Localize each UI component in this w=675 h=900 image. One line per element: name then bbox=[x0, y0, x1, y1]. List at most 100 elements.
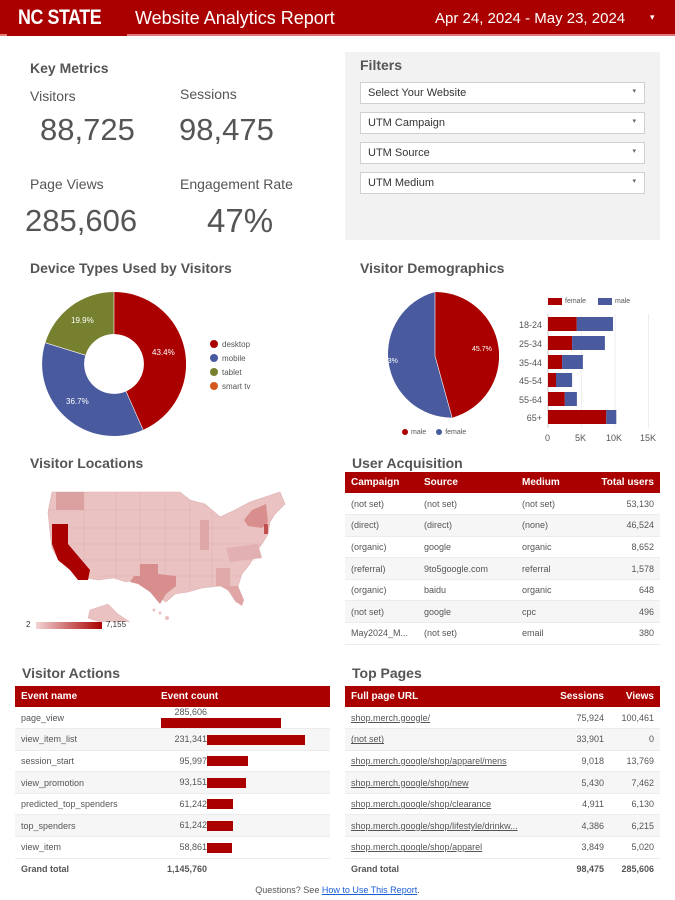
state-georgia[interactable] bbox=[216, 568, 230, 586]
col-campaign[interactable]: Campaign bbox=[345, 472, 418, 493]
page-url-link[interactable]: (not set) bbox=[351, 734, 385, 745]
col-source[interactable]: Source bbox=[418, 472, 516, 493]
gender-pie-chart[interactable] bbox=[371, 292, 499, 420]
table-row[interactable]: (referral) 9to5google.com referral 1,578 bbox=[345, 557, 660, 580]
x-tick: 5K bbox=[575, 433, 587, 443]
user-acquisition-title: User Acquisition bbox=[352, 455, 463, 471]
page-url-link[interactable]: shop.merch.google/shop/lifestyle/drinkw.… bbox=[351, 820, 518, 831]
date-range-picker[interactable]: Apr 24, 2024 - May 23, 2024 bbox=[435, 10, 626, 27]
nc-state-logo[interactable]: NC STATE bbox=[18, 6, 102, 29]
col-total-users[interactable]: Total users bbox=[586, 472, 660, 493]
page-url-link[interactable]: shop.merch.google/shop/apparel bbox=[351, 842, 483, 853]
state-virginia[interactable] bbox=[226, 544, 262, 562]
legend-female[interactable]: female bbox=[548, 294, 586, 308]
table-row[interactable]: view_item 58,861 bbox=[15, 836, 330, 859]
visitors-value: 88,725 bbox=[40, 112, 135, 147]
table-row[interactable]: page_view 285,606 bbox=[15, 707, 330, 730]
utm-medium-filter-dropdown[interactable]: UTM Medium ▾ bbox=[360, 172, 645, 194]
table-row[interactable]: view_item_list 231,341 bbox=[15, 728, 330, 751]
table-row[interactable]: top_spenders 61,242 bbox=[15, 814, 330, 838]
table-row[interactable]: shop.merch.google/shop/apparel 3,849 5,020 bbox=[345, 836, 660, 859]
event-count-bar bbox=[207, 799, 233, 810]
col-medium[interactable]: Medium bbox=[516, 472, 586, 493]
col-full-page-url[interactable]: Full page URL bbox=[345, 686, 552, 707]
tablet-slice[interactable] bbox=[45, 292, 114, 356]
legend-female[interactable]: female bbox=[436, 425, 466, 439]
table-row[interactable]: (organic) baidu organic 648 bbox=[345, 579, 660, 602]
legend-label: female bbox=[445, 428, 467, 436]
legend-smart-tv[interactable]: smart tv bbox=[210, 379, 250, 393]
cell-total-users: 380 bbox=[586, 622, 660, 645]
table-row[interactable]: view_promotion 93,151 bbox=[15, 771, 330, 794]
table-row[interactable]: session_start 95,997 bbox=[15, 750, 330, 773]
state-new-jersey[interactable] bbox=[264, 524, 268, 534]
cell-event-name: view_item bbox=[15, 836, 155, 859]
table-row[interactable]: shop.merch.google/shop/lifestyle/drinkw.… bbox=[345, 814, 660, 838]
state-alaska[interactable] bbox=[87, 603, 131, 622]
cell-total-users: 8,652 bbox=[586, 536, 660, 559]
page-url-link[interactable]: shop.merch.google/shop/new bbox=[351, 777, 469, 788]
top-pages-title: Top Pages bbox=[352, 665, 422, 681]
state-washington[interactable] bbox=[56, 492, 84, 510]
table-row[interactable]: (not set) (not set) (not set) 53,130 bbox=[345, 493, 660, 516]
chevron-down-icon: ▾ bbox=[632, 88, 636, 95]
table-row[interactable]: shop.merch.google/shop/new 5,430 7,462 bbox=[345, 771, 660, 794]
desktop-dot-icon bbox=[210, 340, 218, 348]
how-to-use-report-link[interactable]: How to Use This Report bbox=[321, 885, 418, 895]
table-row[interactable]: shop.merch.google/75,924 100,461 bbox=[345, 707, 660, 730]
female-slice[interactable] bbox=[435, 292, 499, 418]
col-event-count[interactable]: Event count bbox=[155, 686, 330, 707]
col-views[interactable]: Views bbox=[610, 686, 660, 707]
state-illinois[interactable] bbox=[200, 520, 209, 550]
state-california[interactable] bbox=[52, 524, 90, 580]
legend-mobile[interactable]: mobile bbox=[210, 351, 250, 365]
col-sessions[interactable]: Sessions bbox=[552, 686, 610, 707]
cell-source: 9to5google.com bbox=[418, 557, 516, 580]
state-new-york[interactable] bbox=[244, 504, 268, 528]
chevron-down-icon: ▾ bbox=[632, 118, 636, 125]
cell-views: 7,462 bbox=[610, 771, 660, 794]
bar-55-64 bbox=[548, 392, 577, 406]
age-stacked-bar-chart[interactable] bbox=[546, 314, 656, 430]
legend-tablet[interactable]: tablet bbox=[210, 365, 250, 379]
bar-25-34 bbox=[548, 336, 605, 350]
table-row[interactable]: (not set) google cpc 496 bbox=[345, 600, 660, 624]
table-row[interactable]: predicted_top_spenders 61,242 bbox=[15, 793, 330, 816]
map-color-scale bbox=[36, 622, 102, 629]
male-slice[interactable] bbox=[388, 292, 453, 418]
table-row[interactable]: (not set) 33,901 0 bbox=[345, 728, 660, 751]
legend-male[interactable]: male bbox=[598, 294, 630, 308]
legend-male[interactable]: male bbox=[402, 425, 426, 439]
us-visitor-map[interactable] bbox=[30, 482, 290, 622]
cell-event-name: top_spenders bbox=[15, 814, 155, 838]
utm-campaign-filter-dropdown[interactable]: UTM Campaign ▾ bbox=[360, 112, 645, 134]
male-percent-label: 54.3% bbox=[378, 358, 398, 365]
table-row[interactable]: shop.merch.google/shop/clearance 4,911 6,1… bbox=[345, 793, 660, 816]
table-row[interactable]: (direct) (direct) (none) 46,524 bbox=[345, 514, 660, 537]
event-count-bar bbox=[207, 777, 246, 788]
table-row[interactable]: May2024_M... (not set) email 380 bbox=[345, 622, 660, 645]
cell-campaign: (referral) bbox=[345, 557, 418, 580]
smart-tv-dot-icon bbox=[210, 382, 218, 390]
legend-label: mobile bbox=[222, 353, 246, 363]
table-row[interactable]: shop.merch.google/shop/apparel/mens 9,018… bbox=[345, 750, 660, 773]
page-url-link[interactable]: shop.merch.google/ bbox=[351, 712, 431, 723]
legend-desktop[interactable]: desktop bbox=[210, 337, 250, 351]
female-swatch-icon bbox=[548, 297, 562, 305]
col-event-name[interactable]: Event name bbox=[15, 686, 155, 707]
cell-sessions: 75,924 bbox=[552, 707, 610, 730]
chevron-down-icon[interactable]: ▾ bbox=[650, 12, 655, 22]
chevron-down-icon: ▾ bbox=[632, 148, 636, 155]
state-texas[interactable] bbox=[130, 564, 176, 604]
device-types-donut-chart[interactable] bbox=[42, 292, 186, 436]
state-florida[interactable] bbox=[222, 586, 244, 606]
cell-event-count: 285,606 bbox=[174, 707, 207, 718]
page-url-link[interactable]: shop.merch.google/shop/apparel/mens bbox=[351, 755, 507, 766]
page-url-link[interactable]: shop.merch.google/shop/clearance bbox=[351, 799, 492, 810]
table-row[interactable]: (organic) google organic 8,652 bbox=[345, 536, 660, 559]
website-filter-dropdown[interactable]: Select Your Website ▾ bbox=[360, 82, 645, 104]
grand-total-row: Grand total 1,145,760 bbox=[15, 858, 330, 880]
mobile-slice[interactable] bbox=[42, 342, 144, 436]
desktop-slice[interactable] bbox=[114, 292, 186, 430]
utm-source-filter-dropdown[interactable]: UTM Source ▾ bbox=[360, 142, 645, 164]
